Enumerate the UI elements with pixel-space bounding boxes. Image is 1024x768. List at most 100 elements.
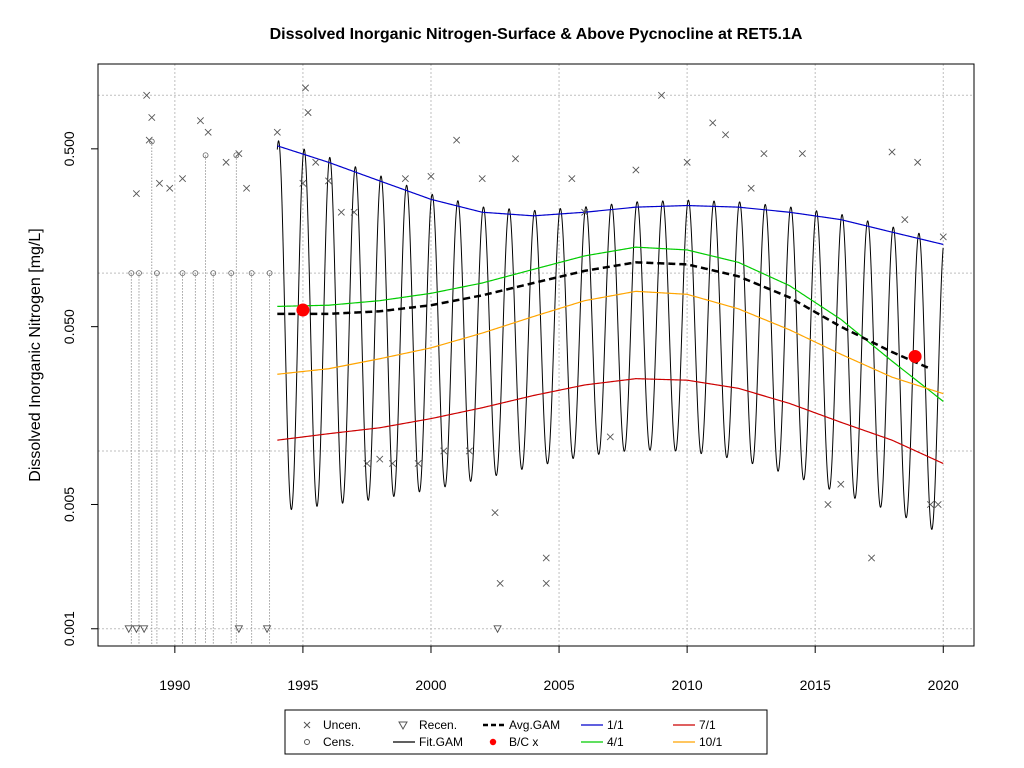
censored-point (148, 138, 155, 145)
legend-label: B/C x (509, 735, 538, 749)
uncensored-point (798, 150, 806, 158)
series-line-1-1 (277, 145, 944, 246)
censored-point (266, 270, 273, 277)
series-line-4-1 (277, 246, 944, 402)
uncensored-point (901, 216, 909, 224)
chart-title: Dissolved Inorganic Nitrogen-Surface & A… (270, 26, 803, 43)
uncensored-point (581, 208, 589, 216)
uncensored-point (196, 117, 204, 125)
uncensored-point (568, 175, 576, 183)
legend-marker-x (303, 721, 311, 729)
legend-marker-circle (304, 739, 310, 745)
uncensored-point (414, 459, 422, 468)
uncensored-point (657, 91, 666, 99)
uncensored-point (389, 459, 397, 468)
recensored-point (124, 625, 133, 634)
censored-point (128, 270, 135, 277)
legend-item: 4/1 (581, 735, 624, 749)
legend-item: Recen. (398, 718, 457, 732)
uncensored-point (837, 480, 845, 488)
censored-point (192, 270, 199, 277)
uncensored-point (304, 109, 312, 117)
x-tick-label: 1995 (287, 677, 318, 693)
uncensored-point (747, 184, 755, 192)
recensored-point (139, 625, 149, 634)
grid-lines (98, 64, 974, 646)
uncensored-point (243, 184, 251, 192)
censored-point (248, 270, 255, 277)
censored-point (179, 270, 186, 277)
uncensored-point (709, 119, 717, 127)
uncensored-point (427, 172, 435, 180)
x-tick-label: 2005 (543, 677, 574, 693)
uncensored-point (478, 175, 486, 183)
uncensored-point (606, 433, 614, 441)
legend-item: Cens. (304, 735, 354, 749)
x-tick-label: 2015 (800, 677, 831, 693)
uncensored-point (683, 158, 691, 166)
legend-label: Cens. (323, 735, 354, 749)
uncensored-point (222, 158, 230, 166)
series-line-avg-gam (277, 261, 931, 370)
uncensored-point (760, 150, 768, 158)
uncensored-point (204, 128, 212, 136)
uncensored-point (453, 136, 461, 144)
y-tick-label: 0.001 (61, 611, 77, 646)
legend-item: 7/1 (673, 718, 716, 732)
legend-item: 1/1 (581, 718, 624, 732)
uncensored-point (722, 131, 730, 139)
legend-label: Recen. (419, 718, 457, 732)
legend-item: Uncen. (303, 718, 361, 732)
uncensored-point (496, 579, 504, 587)
legend-label: Fit.GAM (419, 735, 463, 749)
uncensored-point (868, 554, 876, 562)
legend-label: 7/1 (699, 718, 716, 732)
uncensored-point (376, 455, 384, 463)
uncensored-point (542, 554, 550, 562)
legend-item: 10/1 (673, 735, 723, 749)
uncensored-point (440, 447, 448, 455)
x-tick-label: 1990 (159, 677, 190, 693)
y-tick-label: 0.050 (61, 309, 77, 344)
series-line-10-1 (277, 290, 944, 395)
y-tick-label: 0.500 (61, 131, 77, 166)
uncensored-point (148, 114, 156, 122)
legend-marker-dot (489, 738, 497, 746)
y-axis-label: Dissolved Inorganic Nitrogen [mg/L] (27, 228, 44, 481)
uncensored-point (166, 184, 174, 192)
uncensored-point (542, 579, 550, 587)
legend-label: Uncen. (323, 718, 361, 732)
uncensored-point (401, 175, 409, 183)
axes: 1990 1995 2000 2005 2010 2015 2020 0.001 0.005 0.… (61, 131, 959, 693)
uncensored-point (179, 175, 187, 183)
censored-point (210, 270, 217, 277)
plot-area (124, 84, 947, 644)
uncensored-point (939, 233, 947, 241)
uncensored-point (934, 500, 942, 508)
legend-label: 1/1 (607, 718, 624, 732)
y-tick-label: 0.005 (61, 487, 77, 522)
censored-point (233, 152, 240, 159)
censored-point (228, 270, 235, 277)
uncensored-point (824, 500, 832, 508)
uncensored-point (350, 208, 358, 216)
recensored-point (234, 625, 244, 634)
legend-label: 10/1 (699, 735, 723, 749)
uncensored-point (914, 158, 922, 166)
uncensored-point (491, 509, 499, 517)
censored-point (154, 270, 160, 277)
uncensored-point (888, 148, 896, 156)
legend-item: Fit.GAM (393, 735, 463, 749)
uncensored-point (926, 500, 934, 508)
uncensored-point (465, 447, 473, 455)
uncensored-point (145, 136, 153, 144)
uncensored-point (235, 150, 243, 158)
bc-point (908, 349, 922, 363)
uncensored-point (143, 91, 151, 99)
uncensored-point (132, 190, 140, 198)
legend: Uncen. Cens. Recen. Fit.GAM Avg.GAM B/C x 1/1 4… (284, 709, 768, 755)
uncensored-point (301, 84, 309, 92)
recensored-point (132, 625, 141, 634)
uncensored-point (325, 177, 333, 185)
